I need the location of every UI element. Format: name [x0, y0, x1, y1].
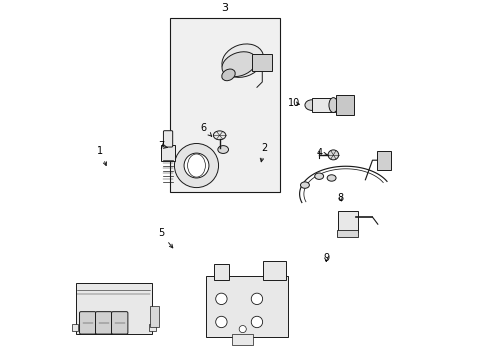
- FancyBboxPatch shape: [213, 264, 229, 280]
- FancyBboxPatch shape: [163, 131, 172, 147]
- Ellipse shape: [305, 100, 319, 111]
- Circle shape: [251, 316, 262, 328]
- Circle shape: [239, 325, 246, 333]
- FancyBboxPatch shape: [80, 312, 96, 334]
- FancyBboxPatch shape: [336, 95, 353, 115]
- Text: 5: 5: [158, 228, 172, 248]
- Bar: [336, 230, 358, 237]
- Text: 8: 8: [337, 193, 343, 203]
- FancyBboxPatch shape: [376, 150, 390, 170]
- FancyBboxPatch shape: [161, 145, 175, 161]
- Ellipse shape: [314, 173, 323, 179]
- Ellipse shape: [222, 69, 235, 81]
- Text: 3: 3: [221, 3, 228, 13]
- FancyBboxPatch shape: [95, 312, 112, 334]
- Text: 4: 4: [315, 148, 327, 158]
- Ellipse shape: [217, 146, 228, 153]
- Bar: [149, 324, 155, 331]
- Text: 6: 6: [200, 123, 211, 136]
- Ellipse shape: [326, 175, 335, 181]
- FancyBboxPatch shape: [205, 276, 287, 337]
- Bar: [76, 283, 152, 334]
- Circle shape: [251, 293, 262, 305]
- Bar: [150, 306, 159, 327]
- FancyBboxPatch shape: [252, 54, 272, 71]
- Text: 1: 1: [97, 146, 106, 166]
- Text: 9: 9: [323, 253, 328, 263]
- FancyBboxPatch shape: [263, 261, 285, 280]
- FancyBboxPatch shape: [337, 211, 357, 232]
- Circle shape: [183, 153, 208, 178]
- Ellipse shape: [300, 182, 309, 188]
- Text: 10: 10: [287, 98, 300, 108]
- FancyBboxPatch shape: [111, 312, 128, 334]
- Circle shape: [215, 293, 226, 305]
- Bar: [72, 324, 78, 331]
- Ellipse shape: [222, 44, 263, 77]
- Text: 7: 7: [158, 141, 167, 151]
- Ellipse shape: [327, 150, 338, 160]
- Text: 2: 2: [260, 143, 266, 162]
- Ellipse shape: [213, 131, 225, 140]
- Circle shape: [215, 316, 226, 328]
- Ellipse shape: [328, 98, 337, 113]
- Circle shape: [174, 144, 218, 188]
- Bar: [232, 334, 253, 345]
- Bar: [311, 98, 334, 112]
- Bar: [169, 18, 280, 192]
- Ellipse shape: [222, 52, 256, 77]
